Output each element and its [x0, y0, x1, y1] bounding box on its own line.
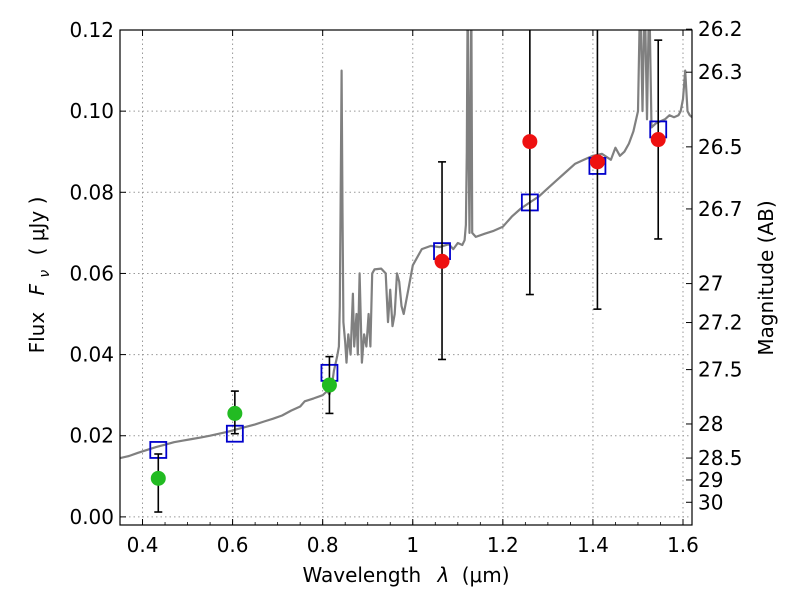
x-axis-label-text: Wavelength: [302, 563, 421, 587]
x-tick-label: 0.8: [307, 533, 339, 557]
ticks: 0.4 0.6 0.8 1 1.2 1.4 1.6 0.00 0.02 0.04 0.06 0.08 0…: [69, 17, 742, 557]
y-tick-label: 0.04: [69, 343, 114, 367]
x-axis-label-unit: (μm): [462, 563, 510, 587]
x-tick-label: 1.6: [667, 533, 699, 557]
observed-nir-point: [434, 253, 450, 269]
y-tick-label: 0.06: [69, 261, 114, 285]
y-axis-label-text: Flux: [25, 312, 49, 354]
y-axis-label-unit: ( μJy ): [25, 197, 49, 256]
model-spectrum-line: [120, 30, 692, 460]
y2-tick-label: 29: [698, 468, 723, 492]
x-axis-label-symbol: λ: [437, 563, 450, 587]
observed-nir-point: [522, 134, 538, 150]
y-tick-label: 0.00: [69, 505, 114, 529]
y2-tick-label: 27.5: [698, 358, 743, 382]
observed-optical-point: [321, 377, 337, 393]
data-layer: [120, 30, 692, 460]
errorbar-layer: [149, 30, 668, 513]
observed-nir-point: [650, 132, 666, 148]
y2-tick-label: 30: [698, 490, 723, 514]
y-tick-label: 0.12: [69, 18, 114, 42]
x-tick-label: 0.4: [127, 533, 159, 557]
observed-optical-point: [150, 470, 166, 486]
x-axis-label: Wavelength λ (μm): [302, 563, 509, 587]
y-tick-label: 0.08: [69, 180, 114, 204]
y2-tick-label: 28: [698, 412, 723, 436]
y2-tick-label: 26.7: [698, 197, 743, 221]
y2-tick-label: 26.2: [698, 17, 743, 41]
y-tick-label: 0.02: [69, 424, 114, 448]
x-tick-label: 0.6: [217, 533, 249, 557]
x-tick-label: 1.4: [577, 533, 609, 557]
y-tick-label: 0.10: [69, 99, 114, 123]
y2-tick-label: 27: [698, 272, 723, 296]
observed-nir-point: [589, 154, 605, 170]
y-axis-label-symbol: F: [25, 283, 49, 295]
y2-tick-label: 28.5: [698, 446, 743, 470]
x-tick-label: 1: [406, 533, 419, 557]
y2-tick-label: 26.5: [698, 135, 743, 159]
y-axis-label: Flux F ν ( μJy ): [25, 197, 54, 354]
y2-tick-label: 27.2: [698, 311, 743, 335]
y-axis-label-subscript: ν: [37, 270, 53, 278]
plot-frame: [119, 29, 693, 526]
observed-optical-point: [227, 405, 243, 421]
x-tick-label: 1.2: [487, 533, 519, 557]
y2-tick-label: 26.3: [698, 60, 743, 84]
y2-axis-label: Magnitude (AB): [754, 200, 778, 355]
